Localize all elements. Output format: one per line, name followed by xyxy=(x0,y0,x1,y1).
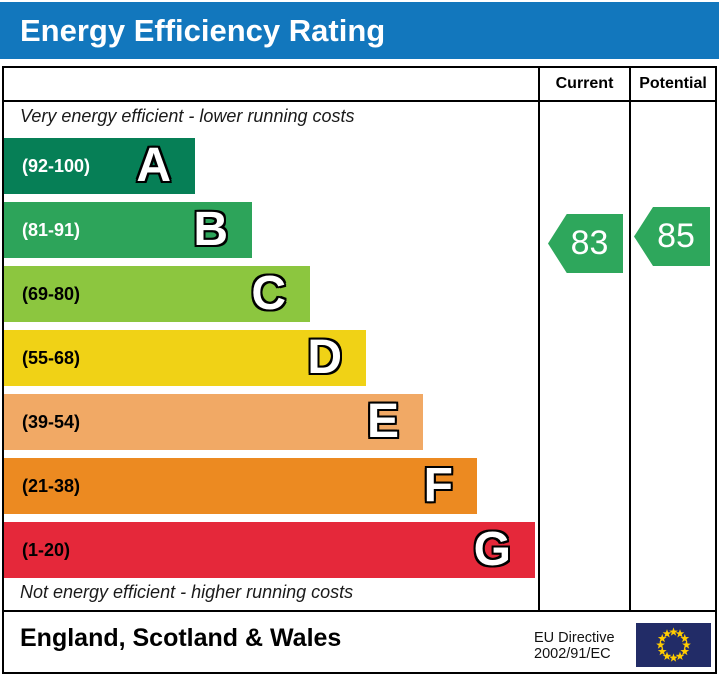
current-rating-value: 83 xyxy=(570,224,609,262)
band-letter: B xyxy=(192,203,230,256)
eu-flag-star xyxy=(675,651,685,660)
band-range-label: (69-80) xyxy=(22,283,81,304)
current-column-header: Current xyxy=(555,75,614,92)
band-row-b: (81-91) B xyxy=(4,202,252,258)
eu-directive-line1: EU Directive xyxy=(534,630,615,646)
band-letter: F xyxy=(422,459,454,512)
band-row-f: (21-38) F xyxy=(4,458,477,514)
top-caption: Very energy efficient - lower running co… xyxy=(20,106,355,126)
title-bar: Energy Efficiency Rating xyxy=(0,2,719,59)
potential-rating-arrow: 85 xyxy=(634,207,710,266)
eu-directive-line2: 2002/91/EC xyxy=(534,646,611,662)
potential-column-divider xyxy=(629,68,631,612)
page-title: Energy Efficiency Rating xyxy=(20,12,386,48)
region-label: England, Scotland & Wales xyxy=(20,624,342,652)
eu-flag-icon xyxy=(636,623,711,667)
band-row-c: (69-80) C xyxy=(4,266,310,322)
eu-flag-star xyxy=(682,640,691,649)
band-range-label: (55-68) xyxy=(22,347,81,368)
band-row-d: (55-68) D xyxy=(4,330,366,386)
eu-flag-star xyxy=(657,646,667,656)
eu-flag-star xyxy=(656,640,665,649)
band-letter: C xyxy=(250,267,288,320)
eu-flag-star xyxy=(662,651,672,660)
header-divider-line xyxy=(4,100,715,102)
bottom-caption: Not energy efficient - higher running co… xyxy=(20,582,354,602)
band-range-label: (39-54) xyxy=(22,411,81,432)
band-range-label: (92-100) xyxy=(22,155,91,176)
eu-flag-star xyxy=(662,629,672,638)
potential-column-header: Potential xyxy=(639,75,707,92)
band-row-g: (1-20) G xyxy=(4,522,535,578)
band-range-label: (21-38) xyxy=(22,475,81,496)
current-column-divider xyxy=(538,68,540,612)
band-range-label: (81-91) xyxy=(22,219,81,240)
eu-flag-star xyxy=(680,646,690,656)
eu-directive-label: EU Directive 2002/91/EC xyxy=(534,630,615,662)
eu-flag-star xyxy=(680,633,690,643)
band-letter: A xyxy=(135,139,173,192)
band-range-label: (1-20) xyxy=(22,539,71,560)
band-row-e: (39-54) E xyxy=(4,394,423,450)
eu-flag-star xyxy=(669,627,678,636)
chart-box: Current Potential Very energy efficient … xyxy=(2,66,717,674)
current-rating-arrow: 83 xyxy=(548,214,623,273)
band-letter: E xyxy=(365,395,400,448)
eu-flag-star xyxy=(669,653,678,662)
band-row-a: (92-100) A xyxy=(4,138,195,194)
footer-divider-line xyxy=(4,610,715,612)
eu-flag-star xyxy=(675,629,685,638)
band-letter: D xyxy=(306,331,344,384)
band-letter: G xyxy=(472,523,512,576)
eu-flag-star xyxy=(657,633,667,643)
potential-rating-value: 85 xyxy=(657,217,695,255)
